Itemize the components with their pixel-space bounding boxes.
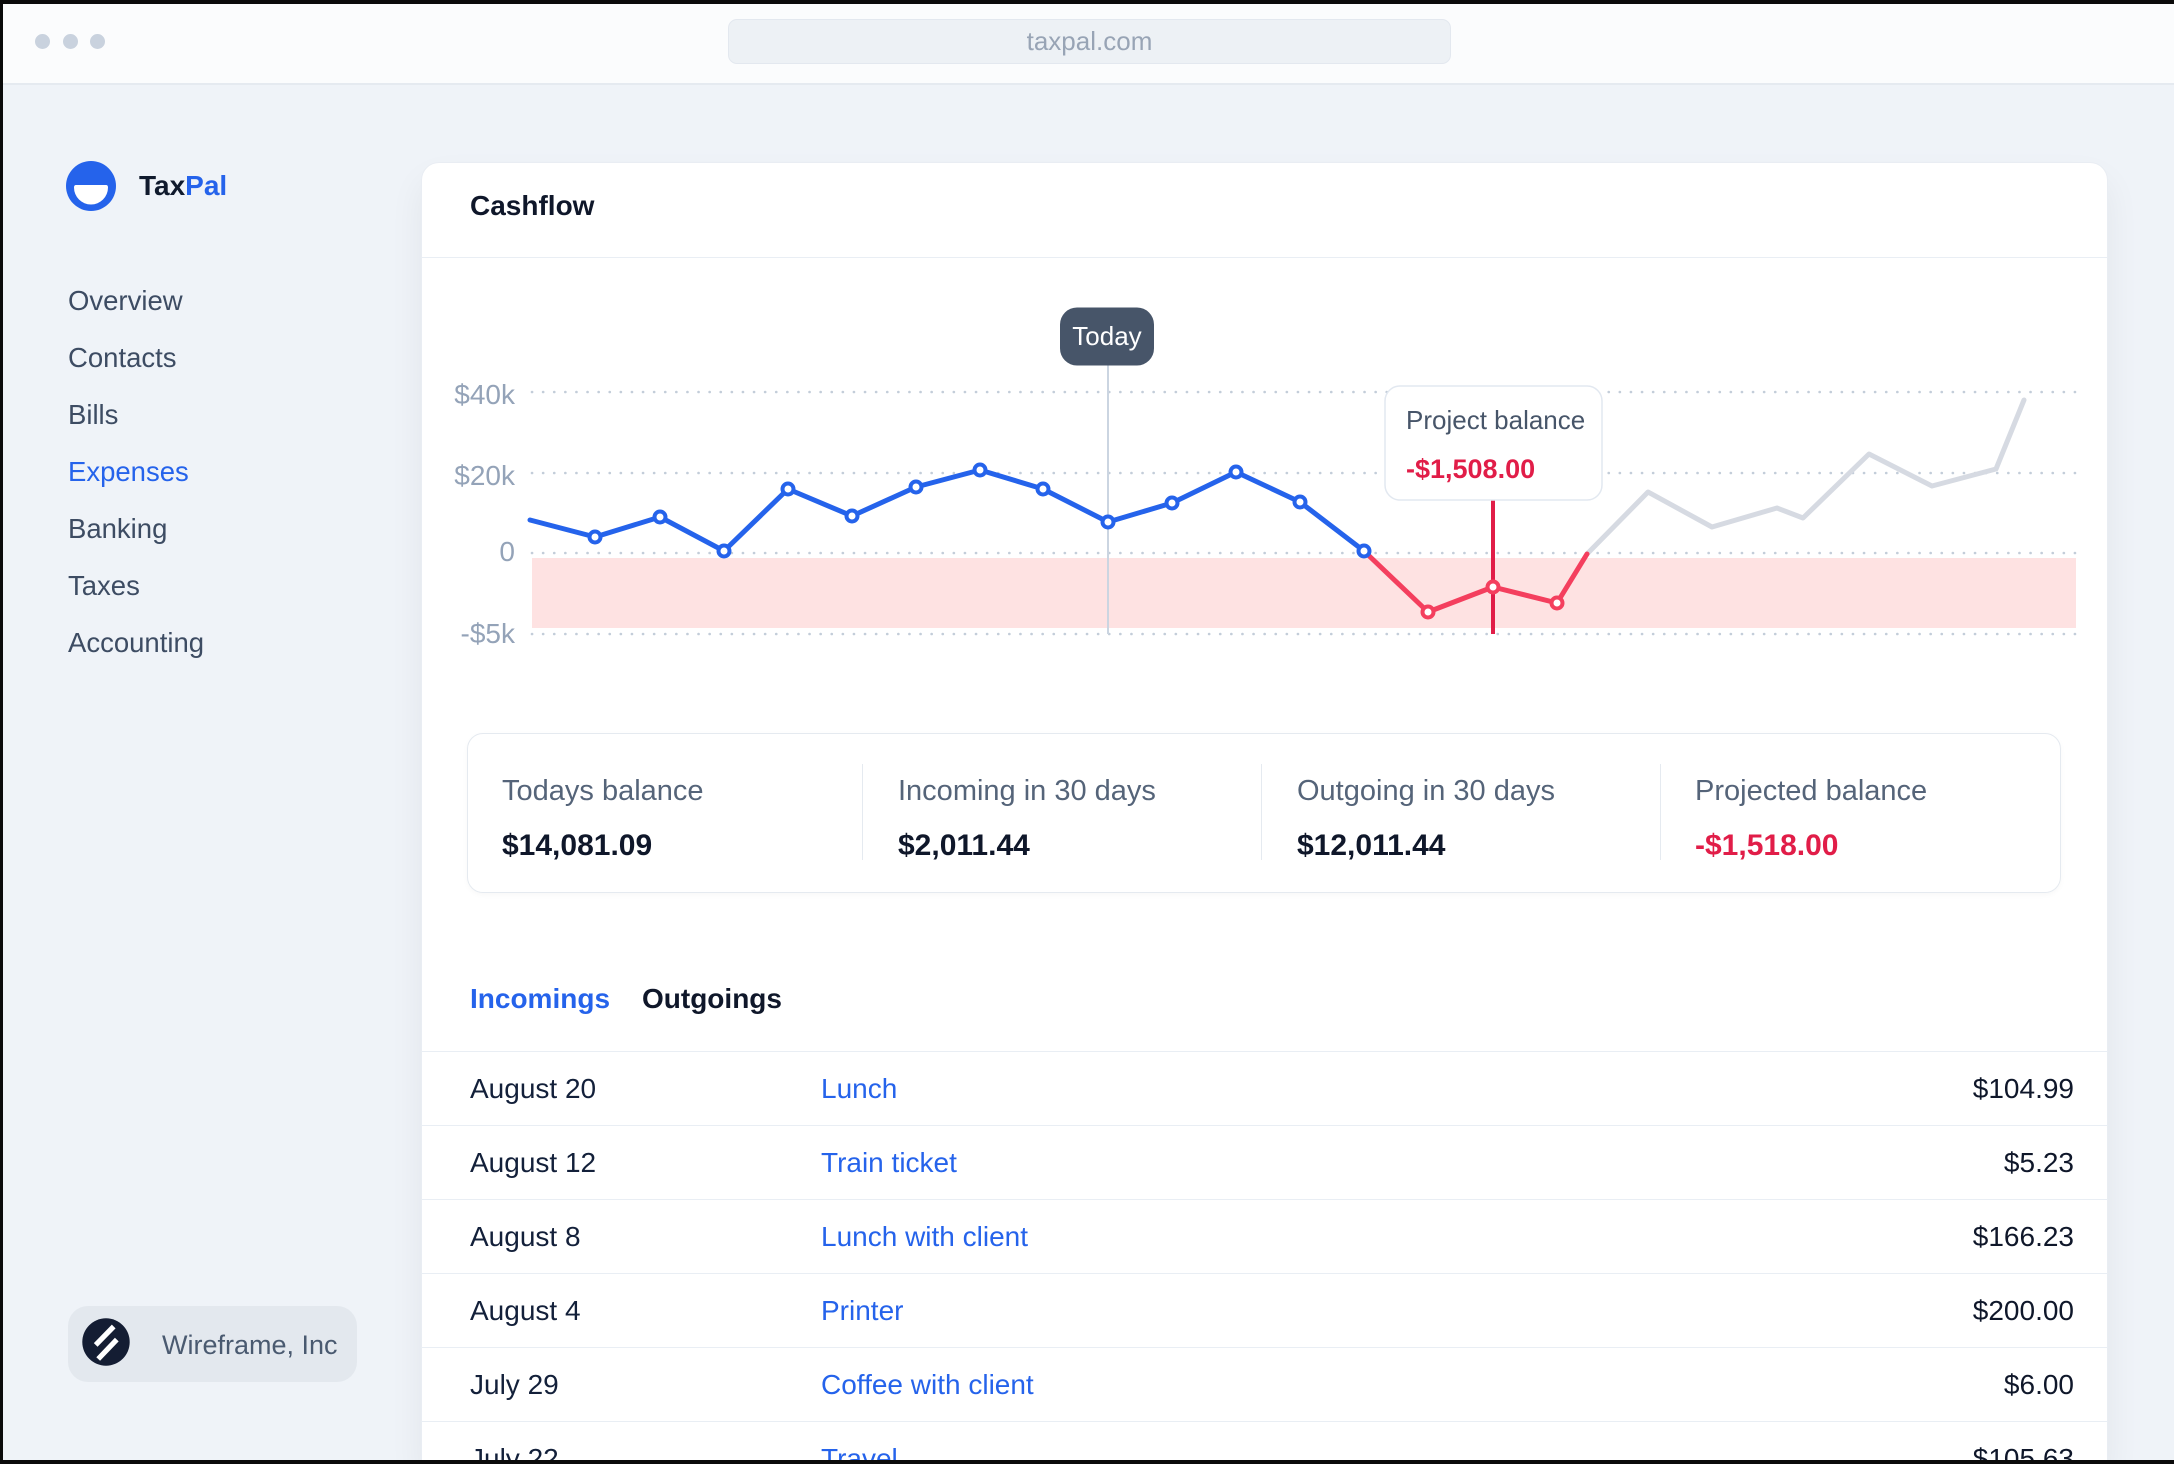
svg-text:0: 0 [499, 536, 515, 567]
svg-text:Today: Today [1072, 321, 1141, 351]
svg-text:-$5k: -$5k [461, 618, 516, 649]
svg-text:$40k: $40k [454, 379, 516, 410]
svg-text:Project balance: Project balance [1406, 405, 1585, 435]
svg-text:$20k: $20k [454, 460, 516, 491]
svg-text:-$1,508.00: -$1,508.00 [1406, 454, 1535, 484]
